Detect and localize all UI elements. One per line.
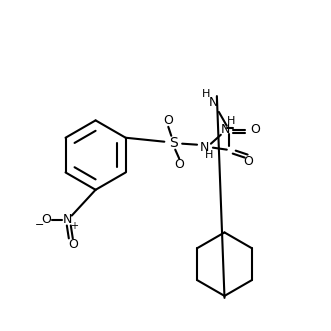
- Text: H: H: [227, 116, 235, 126]
- Text: O: O: [68, 238, 78, 251]
- Text: O: O: [164, 115, 173, 127]
- Text: H: H: [202, 89, 210, 99]
- Text: O: O: [41, 213, 51, 226]
- Text: N: N: [209, 96, 218, 109]
- Text: O: O: [251, 123, 260, 136]
- Text: +: +: [70, 221, 78, 231]
- Text: O: O: [244, 155, 254, 168]
- Text: H: H: [205, 150, 213, 160]
- Text: N: N: [63, 213, 72, 226]
- Text: N: N: [221, 123, 230, 136]
- Text: S: S: [169, 136, 178, 150]
- Text: N: N: [199, 141, 209, 154]
- Text: O: O: [174, 158, 184, 171]
- Text: −: −: [34, 220, 44, 230]
